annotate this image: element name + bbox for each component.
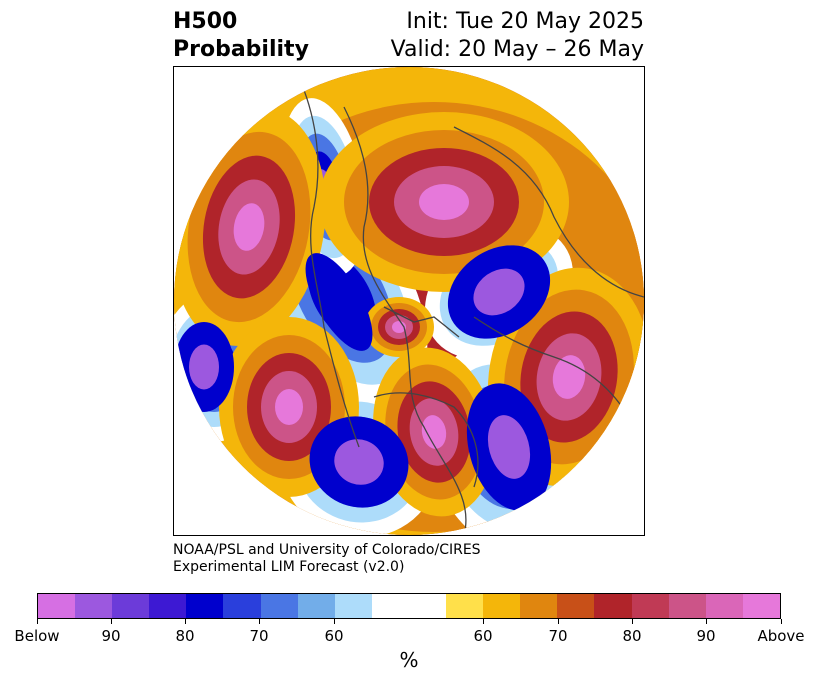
colorbar-segment xyxy=(223,594,261,618)
colorbar-tick xyxy=(483,619,484,624)
below-core-atlantic xyxy=(466,383,552,511)
above-lobe-hudson xyxy=(364,297,434,357)
below-core-arctic xyxy=(447,245,551,339)
coastline-path xyxy=(383,306,460,338)
colorbar-segment xyxy=(446,594,484,618)
colorbar-segment xyxy=(149,594,187,618)
map-panel xyxy=(173,66,645,536)
coastline-path xyxy=(343,106,467,535)
colorbar-tick-label: 90 xyxy=(101,627,121,645)
colorbar-tick xyxy=(111,619,112,624)
below-core-pacific xyxy=(174,322,234,412)
coastline-path xyxy=(373,392,479,488)
colorbar-tick xyxy=(259,619,260,624)
colorbar-segment xyxy=(38,594,76,618)
colorbar-segment xyxy=(520,594,558,618)
colorbar-segment xyxy=(112,594,150,618)
colorbar-segment xyxy=(668,594,706,618)
colorbar-segment xyxy=(408,594,447,618)
colorbar-segment xyxy=(260,594,298,618)
forecast-dates: Init: Tue 20 May 2025 Valid: 20 May – 26… xyxy=(391,8,644,64)
credit-line-1: NOAA/PSL and University of Colorado/CIRE… xyxy=(173,542,481,558)
map-title: H500 Probability xyxy=(173,8,309,64)
colorbar-tick-label: 70 xyxy=(548,627,568,645)
colorbar-tick-label: 80 xyxy=(175,627,195,645)
colorbar-tick xyxy=(781,619,782,624)
colorbar-segment xyxy=(371,594,409,618)
coastline-path xyxy=(473,316,635,428)
colorbar-tick-label: Below xyxy=(14,627,60,645)
colorbar-tick xyxy=(706,619,707,624)
probability-map xyxy=(174,67,644,535)
colorbar-unit-label: % xyxy=(399,648,419,672)
colorbar-segment xyxy=(483,594,521,618)
colorbar-tick xyxy=(334,619,335,624)
colorbar-segment xyxy=(557,594,595,618)
colorbar-tick xyxy=(185,619,186,624)
init-date: Init: Tue 20 May 2025 xyxy=(406,9,644,34)
credit-line-2: Experimental LIM Forecast (v2.0) xyxy=(173,559,405,575)
colorbar-tick-label: 80 xyxy=(622,627,642,645)
colorbar-segment xyxy=(742,594,780,618)
below-core-canada xyxy=(305,253,373,351)
colorbar-tick xyxy=(632,619,633,624)
colorbar-tick xyxy=(558,619,559,624)
colorbar-tick-label: Above xyxy=(757,627,805,645)
colorbar-segment xyxy=(75,594,113,618)
below-core-western-us xyxy=(309,416,409,508)
colorbar xyxy=(37,593,781,619)
colorbar-tick-label: 90 xyxy=(696,627,716,645)
colorbar-tick xyxy=(37,619,38,624)
colorbar-segment xyxy=(705,594,743,618)
colorbar-tick-label: 60 xyxy=(324,627,344,645)
colorbar-segment xyxy=(297,594,335,618)
title-variable: H500 xyxy=(173,9,238,34)
credit-text: NOAA/PSL and University of Colorado/CIRE… xyxy=(173,542,481,576)
colorbar-segment xyxy=(334,594,372,618)
title-type: Probability xyxy=(173,37,309,62)
colorbar-tick-label: 70 xyxy=(249,627,269,645)
coastline-path xyxy=(293,67,360,448)
valid-range: Valid: 20 May – 26 May xyxy=(390,37,644,62)
colorbar-segment xyxy=(594,594,632,618)
colorbar-segment xyxy=(631,594,669,618)
colorbar-tick-label: 60 xyxy=(473,627,493,645)
colorbar-segment xyxy=(186,594,224,618)
coastline-path xyxy=(453,126,644,298)
